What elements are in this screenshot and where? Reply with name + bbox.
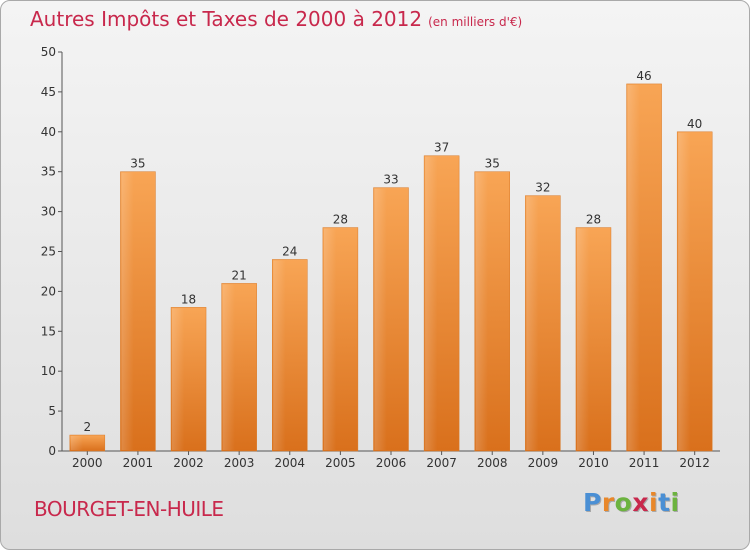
x-tick-label: 2001 xyxy=(123,456,154,470)
bar-highlight xyxy=(678,132,691,451)
logo-letter: x xyxy=(632,488,649,517)
bar-value-label: 46 xyxy=(636,69,651,83)
chart-title: Autres Impôts et Taxes de 2000 à 2012 (en… xyxy=(30,7,522,31)
bar-highlight xyxy=(70,436,84,450)
x-tick-label: 2005 xyxy=(325,456,356,470)
x-tick-label: 2002 xyxy=(173,456,204,470)
bar-highlight xyxy=(627,84,640,451)
bar-highlight xyxy=(172,308,185,450)
axes: 0 5 10 15 20 25 30 35 40 45 50 2000 2001 2002 2003 2004… xyxy=(41,45,720,470)
proxiti-logo: Proxiti xyxy=(583,488,680,517)
y-tick-label: 0 xyxy=(48,444,56,458)
bar-value-label: 40 xyxy=(687,117,702,131)
y-tick-label: 50 xyxy=(41,45,56,59)
x-tick-label: 2009 xyxy=(528,456,559,470)
bar-value-label: 28 xyxy=(586,213,601,227)
bar-highlight xyxy=(576,228,590,450)
bar-value-label: 2 xyxy=(83,420,91,434)
x-tick-label: 2000 xyxy=(72,456,103,470)
bar-highlight xyxy=(374,188,387,450)
bar-value-label: 32 xyxy=(535,181,550,195)
bar-value-label: 35 xyxy=(485,157,500,171)
bar-highlight xyxy=(475,172,488,450)
logo-letter: P xyxy=(583,488,602,517)
y-tick-label: 35 xyxy=(41,165,56,179)
bar-highlight xyxy=(425,156,438,451)
x-tick-label: 2010 xyxy=(578,456,609,470)
x-tick-label: 2003 xyxy=(224,456,255,470)
data-labels: 2 35 18 21 24 28 33 37 35 32 28 46 40 xyxy=(83,69,702,434)
bar-highlight xyxy=(222,284,235,450)
chart-title-text: Autres Impôts et Taxes de 2000 à 2012 xyxy=(30,7,423,31)
bar-highlight xyxy=(526,196,539,450)
bar-value-label: 33 xyxy=(383,173,398,187)
bar-value-label: 21 xyxy=(232,268,247,282)
bar-value-label: 18 xyxy=(181,292,196,306)
bar-value-label: 28 xyxy=(333,213,348,227)
y-tick-label: 15 xyxy=(41,324,56,338)
x-tick-label: 2012 xyxy=(679,456,710,470)
y-tick-label: 45 xyxy=(41,85,56,99)
bar-highlight xyxy=(121,172,134,450)
chart-unit: (en milliers d'€) xyxy=(428,15,523,29)
logo-letter: i xyxy=(649,488,659,517)
y-tick-label: 20 xyxy=(41,284,56,298)
bar-value-label: 37 xyxy=(434,141,449,155)
y-tick-label: 10 xyxy=(41,364,56,378)
x-tick-label: 2004 xyxy=(274,456,305,470)
logo-letter: i xyxy=(670,488,680,517)
bar-highlight xyxy=(273,260,286,450)
y-tick-label: 30 xyxy=(41,205,56,219)
logo-letter: t xyxy=(658,488,671,517)
y-tick-label: 5 xyxy=(48,404,56,418)
bars xyxy=(69,83,713,452)
y-tick-label: 25 xyxy=(41,245,56,259)
bar-highlight xyxy=(323,228,337,450)
x-tick-label: 2007 xyxy=(426,456,457,470)
bar-value-label: 35 xyxy=(130,157,145,171)
x-tick-label: 2011 xyxy=(629,456,660,470)
bar-value-label: 24 xyxy=(282,244,297,258)
commune-name: BOURGET-EN-HUILE xyxy=(34,497,224,521)
logo-letter: r xyxy=(601,488,615,517)
logo-letter: o xyxy=(614,488,633,517)
x-tick-label: 2008 xyxy=(477,456,508,470)
y-tick-label: 40 xyxy=(41,125,56,139)
x-tick-label: 2006 xyxy=(376,456,407,470)
